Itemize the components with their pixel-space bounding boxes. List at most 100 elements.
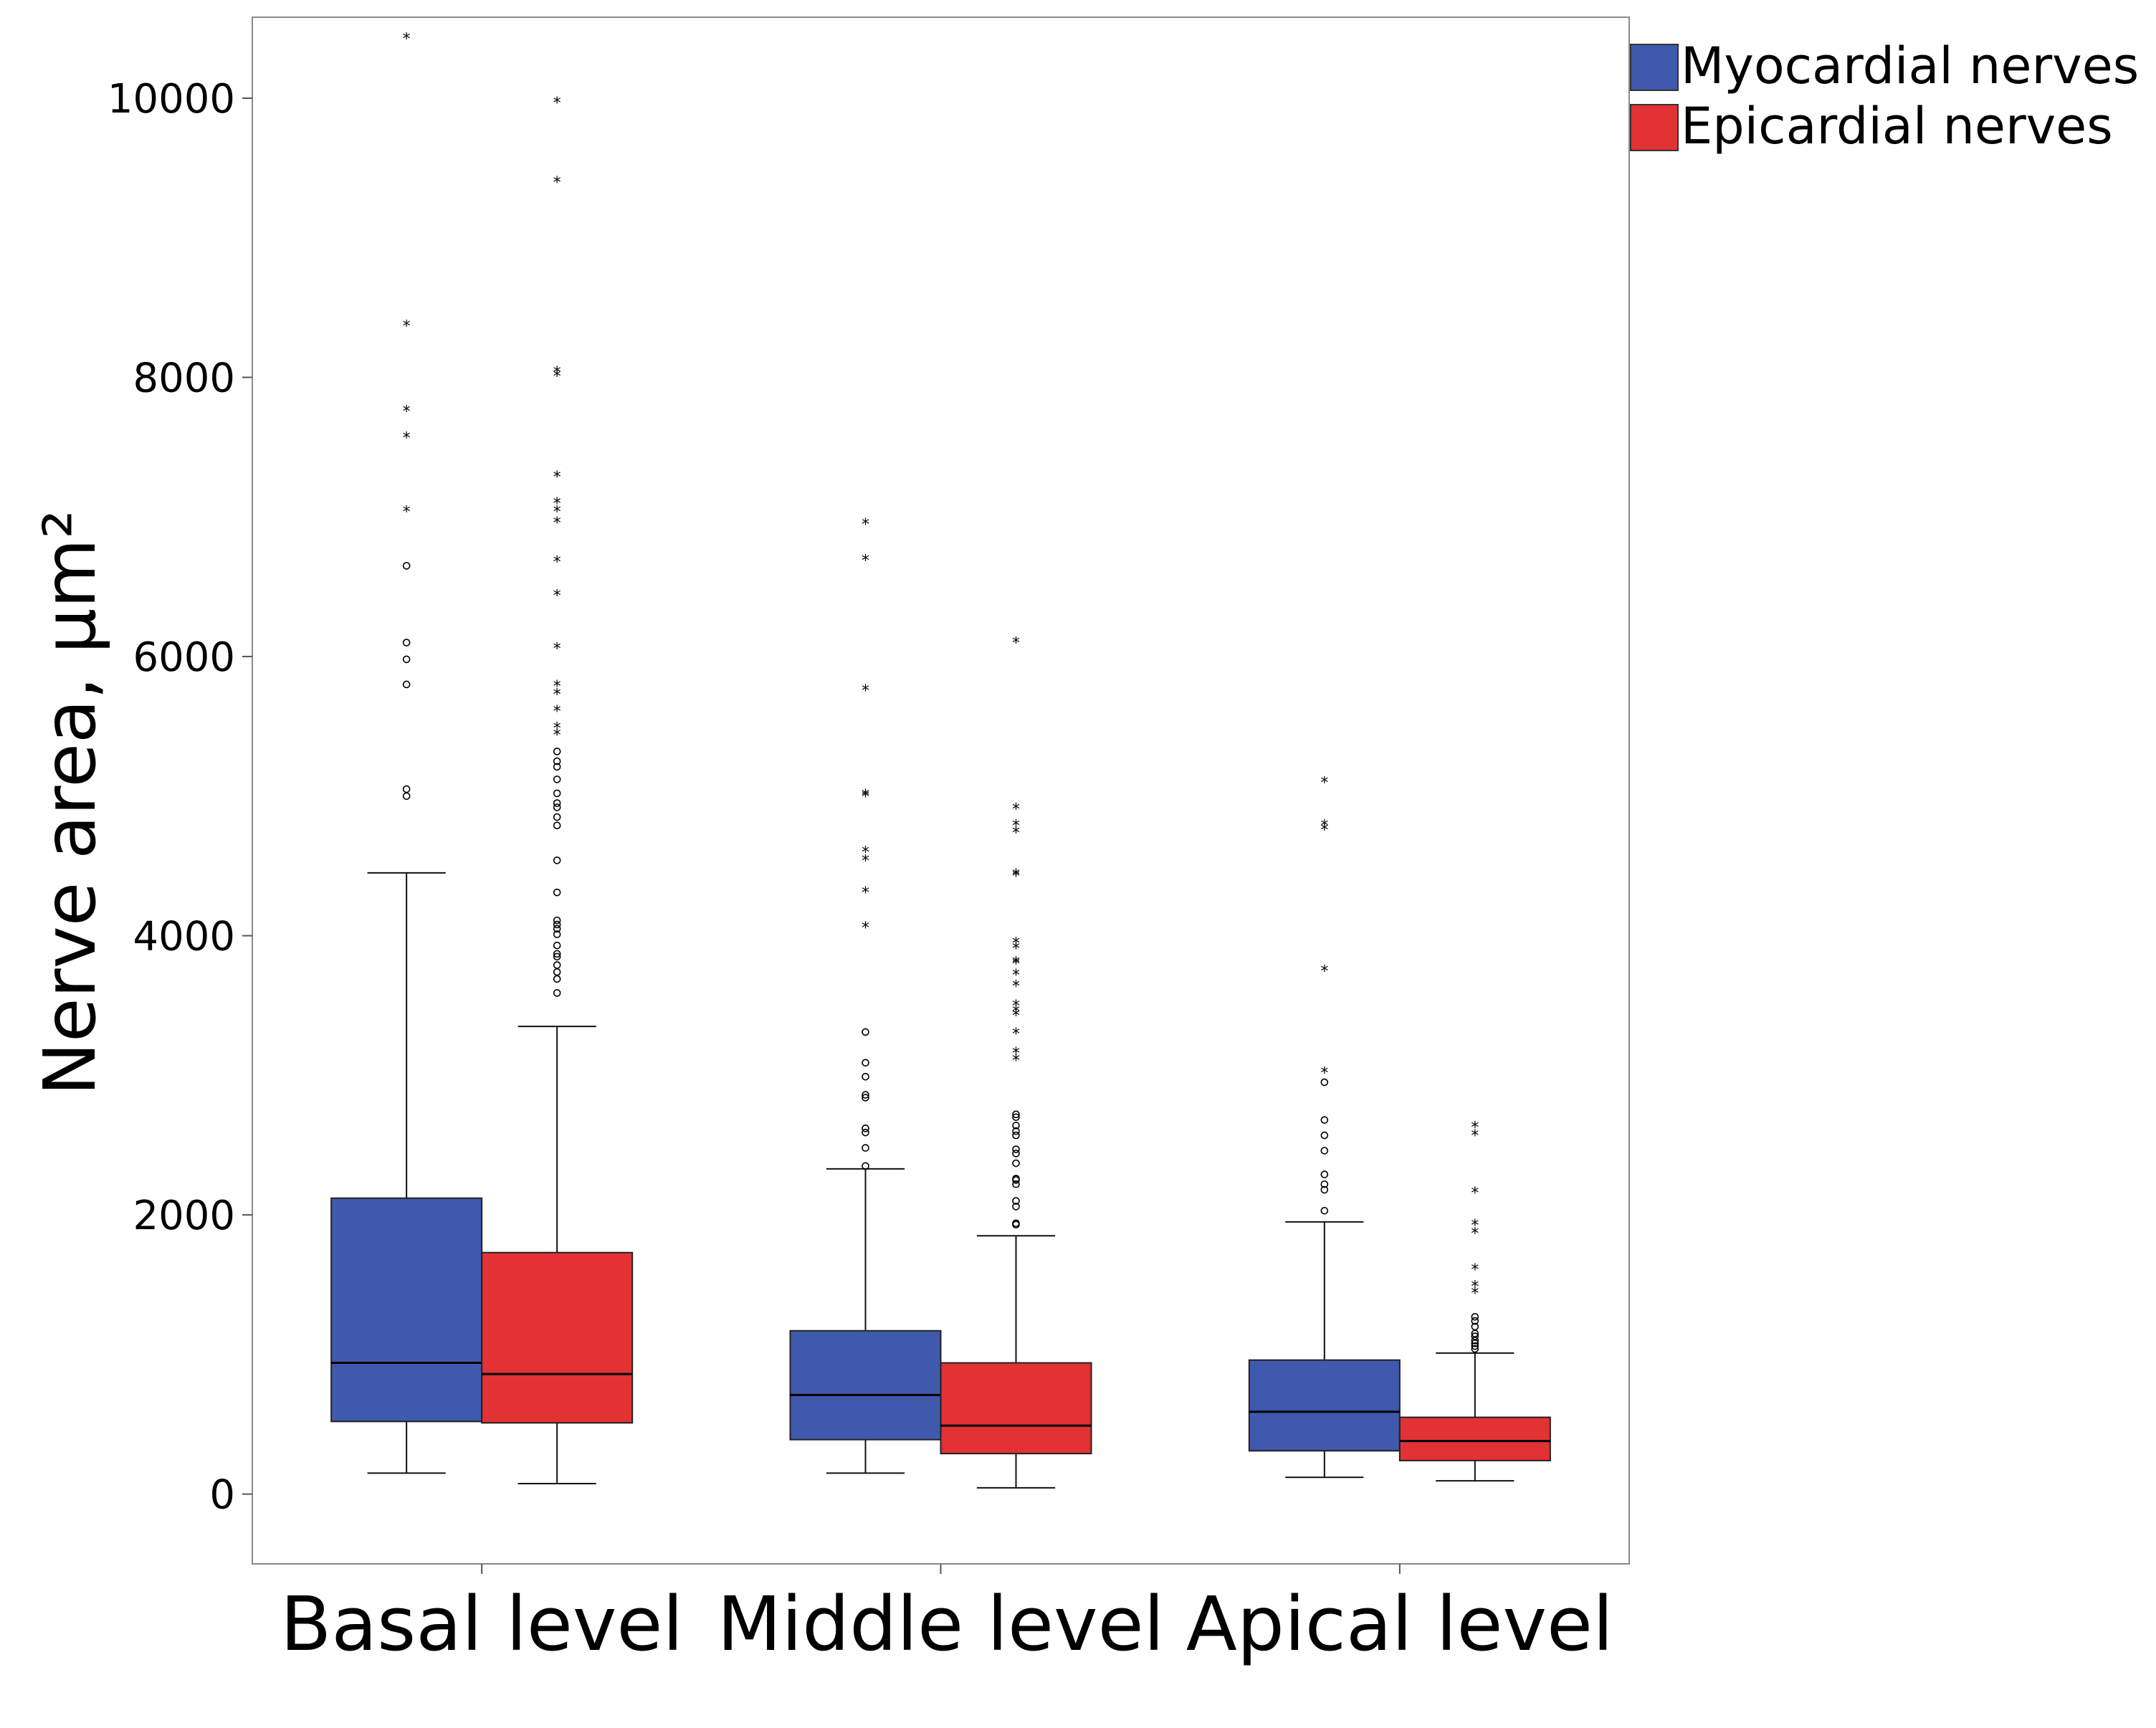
extreme-point: * [553, 469, 561, 487]
extreme-point: * [1471, 1127, 1479, 1145]
outlier-point [1320, 1078, 1329, 1087]
extreme-point: * [862, 553, 869, 571]
extreme-point: * [553, 587, 561, 605]
extreme-point: * [553, 368, 561, 386]
outlier-point [553, 757, 561, 765]
extreme-point: * [553, 678, 561, 696]
outlier-point [553, 813, 561, 821]
extreme-point: * [553, 495, 561, 513]
extreme-point: * [553, 727, 561, 745]
outlier-point [553, 775, 561, 783]
extreme-point: * [1471, 1225, 1479, 1243]
extreme-point: * [1012, 1003, 1020, 1021]
y-axis-label: Nerve area, µm² [28, 510, 112, 1096]
outlier-point [1471, 1322, 1479, 1331]
outlier-point [402, 680, 411, 689]
box [1398, 1416, 1551, 1461]
y-tick-label: 0 [209, 1472, 235, 1519]
outlier-point [1012, 1150, 1020, 1157]
extreme-point: * [1012, 868, 1020, 886]
extreme-point: * [1012, 1026, 1020, 1044]
x-tick-label: Middle level [717, 1580, 1165, 1668]
outlier-point [1320, 1116, 1329, 1124]
extreme-point: * [1471, 1217, 1479, 1235]
extreme-point: * [862, 920, 869, 937]
y-tick-label: 10000 [108, 76, 235, 123]
outlier-point [862, 1162, 869, 1170]
extreme-point: * [1471, 1278, 1479, 1296]
outlier-point [1012, 1203, 1020, 1211]
outlier-point [553, 930, 561, 938]
legend-swatch [1630, 44, 1679, 91]
outlier-point [1012, 1122, 1020, 1130]
extreme-point: * [553, 174, 561, 192]
outlier-point [553, 763, 561, 771]
extreme-point: * [862, 788, 869, 806]
outlier-point [1471, 1345, 1479, 1353]
extreme-point: * [1012, 1052, 1020, 1070]
outlier-point [862, 1125, 869, 1132]
extreme-point: * [1320, 963, 1328, 980]
box [940, 1362, 1092, 1455]
box [789, 1330, 942, 1441]
extreme-point: * [1012, 1045, 1020, 1063]
outlier-point [862, 1072, 869, 1081]
extreme-point: * [862, 844, 869, 862]
outlier-point [862, 1094, 869, 1102]
extreme-point: * [1012, 801, 1020, 818]
outlier-point [1471, 1312, 1479, 1321]
y-tick-label: 4000 [133, 914, 235, 960]
extreme-point: * [1012, 824, 1020, 842]
outlier-point [1471, 1317, 1479, 1325]
outlier-point [1471, 1332, 1479, 1340]
extreme-point: * [553, 703, 561, 721]
extreme-point: * [1320, 1064, 1328, 1082]
outlier-point [553, 950, 561, 958]
outlier-point [402, 655, 411, 664]
extreme-point: * [1012, 935, 1020, 953]
outlier-point [1320, 1206, 1329, 1215]
extreme-point: * [862, 516, 869, 534]
outlier-point [553, 953, 561, 961]
outlier-point [862, 1028, 869, 1036]
extreme-point: * [553, 720, 561, 737]
x-tick-label: Apical level [1186, 1580, 1613, 1668]
extreme-point: * [403, 30, 411, 48]
extreme-point: * [862, 787, 869, 805]
outlier-point [402, 785, 411, 793]
extreme-point: * [1471, 1185, 1479, 1203]
outlier-point [553, 975, 561, 983]
extreme-point: * [1012, 978, 1020, 996]
extreme-point: * [553, 640, 561, 658]
outlier-point [1320, 1131, 1329, 1140]
outlier-point [1012, 1145, 1020, 1153]
outlier-point [553, 748, 561, 755]
extreme-point: * [862, 884, 869, 902]
extreme-point: * [1012, 867, 1020, 884]
outlier-point [1320, 1185, 1329, 1194]
outlier-point [1320, 1170, 1329, 1178]
outlier-point [1012, 1127, 1020, 1135]
extreme-point: * [403, 504, 411, 522]
extreme-point: * [1320, 822, 1328, 840]
outlier-point [553, 789, 561, 798]
extreme-point: * [1012, 956, 1020, 974]
outlier-point [1012, 1110, 1020, 1119]
extreme-point: * [553, 364, 561, 382]
outlier-point [402, 639, 411, 646]
extreme-point: * [1012, 1008, 1020, 1026]
outlier-point [1012, 1159, 1020, 1168]
outlier-point [862, 1144, 869, 1152]
extreme-point: * [862, 852, 869, 870]
extreme-point: * [862, 682, 869, 700]
outlier-point [553, 989, 561, 997]
extreme-point: * [403, 318, 411, 335]
extreme-point: * [1471, 1261, 1479, 1279]
extreme-point: * [553, 515, 561, 533]
extreme-point: * [553, 95, 561, 113]
extreme-point: * [553, 504, 561, 522]
outlier-point [553, 925, 561, 933]
